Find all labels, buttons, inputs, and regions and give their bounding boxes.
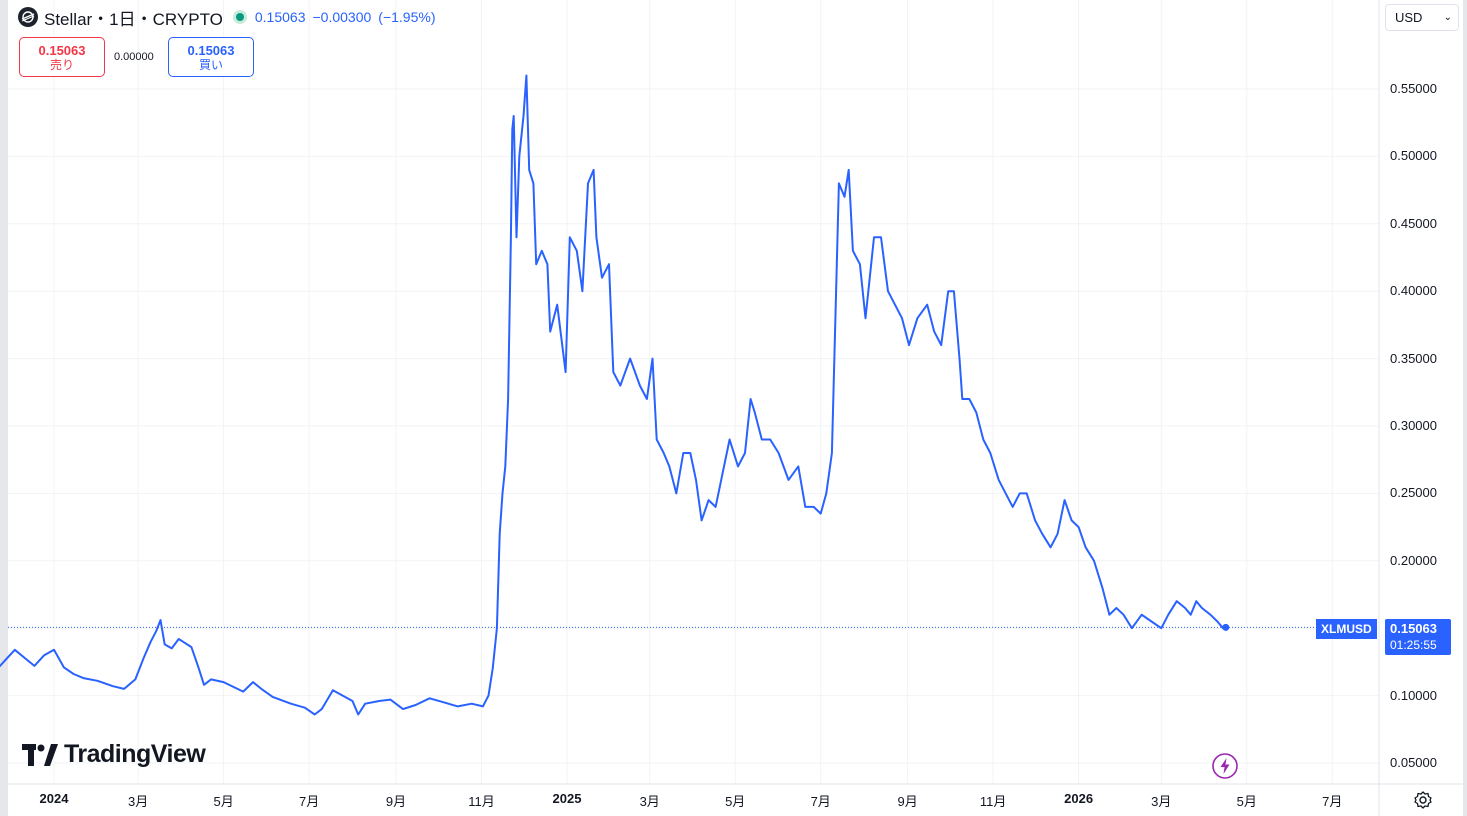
last-price-value: 0.15063 [1390,621,1437,636]
price-axis-label: 0.20000 [1390,552,1437,568]
time-axis-label: 7月 [298,794,320,809]
time-axis-label: 9月 [897,794,918,809]
tradingview-logo-icon [22,743,58,766]
tradingview-logo[interactable]: TradingView [22,740,206,769]
header-change-pct: (−1.95%) [378,9,436,25]
tradingview-wordmark: TradingView [64,740,206,768]
price-axis-label: 0.45000 [1390,215,1437,231]
bar-countdown: 01:25:55 [1390,638,1437,652]
time-axis-label: 3月 [639,794,660,809]
price-axis-label: 0.30000 [1390,418,1437,433]
right-frame [1463,0,1467,816]
time-axis-label: 3月 [127,794,149,809]
price-axis-label: 0.25000 [1390,485,1437,501]
symbol-header: Stellar・1日・CRYPTO 0.15063 −0.00300 (−1.9… [18,5,442,29]
time-axis-label: 5月 [213,794,234,809]
gear-icon[interactable] [1413,790,1433,810]
stellar-logo-icon [18,7,38,27]
currency-select[interactable]: USD ⌄ [1385,4,1459,31]
price-axis-label: 0.10000 [1390,687,1437,703]
chevron-down-icon: ⌄ [1443,12,1452,23]
time-axis-label: 2026 [1064,791,1094,806]
currency-value: USD [1395,10,1423,25]
last-price-dot [1222,623,1230,631]
price-axis-label: 0.55000 [1390,81,1437,96]
symbol-price-tag: XLMUSD [1316,619,1377,639]
buy-button[interactable]: 0.15063 買い [168,37,254,77]
time-axis-label: 7月 [810,794,831,809]
buy-label: 買い [198,57,223,72]
price-axis-label: 0.05000 [1390,755,1437,770]
grid-lines [8,0,1379,784]
market-open-icon [232,10,247,24]
time-axis-label: 11月 [979,794,1007,809]
price-axis-label: 0.35000 [1390,350,1437,366]
time-axis-label: 9月 [385,794,407,809]
sell-price: 0.15063 [38,42,86,58]
sell-label: 売り [49,57,74,72]
price-series-line [0,74,1227,716]
time-axis-label: 11月 [468,794,495,809]
time-axis-label: 2025 [552,791,582,806]
time-axis-label: 5月 [725,794,746,809]
price-axis-label: 0.50000 [1390,148,1437,164]
time-axis-label: 5月 [1236,794,1257,809]
left-frame [0,0,8,816]
time-axis-label: 7月 [1322,794,1343,809]
time-axis-label: 3月 [1151,794,1172,809]
time-axis-label: 2024 [39,791,69,806]
header-price: 0.15063 [254,9,306,25]
sell-button[interactable]: 0.15063 売り [19,37,105,77]
last-price-tag: 0.15063 01:25:55 [1385,619,1451,655]
header-change: −0.00300 [312,9,372,25]
spread-value: 0.00000 [114,51,154,63]
symbol-title[interactable]: Stellar・1日・CRYPTO [44,9,223,29]
buy-price: 0.15063 [187,42,235,58]
lightning-icon[interactable] [1211,752,1239,780]
price-axis-label: 0.40000 [1390,283,1437,299]
